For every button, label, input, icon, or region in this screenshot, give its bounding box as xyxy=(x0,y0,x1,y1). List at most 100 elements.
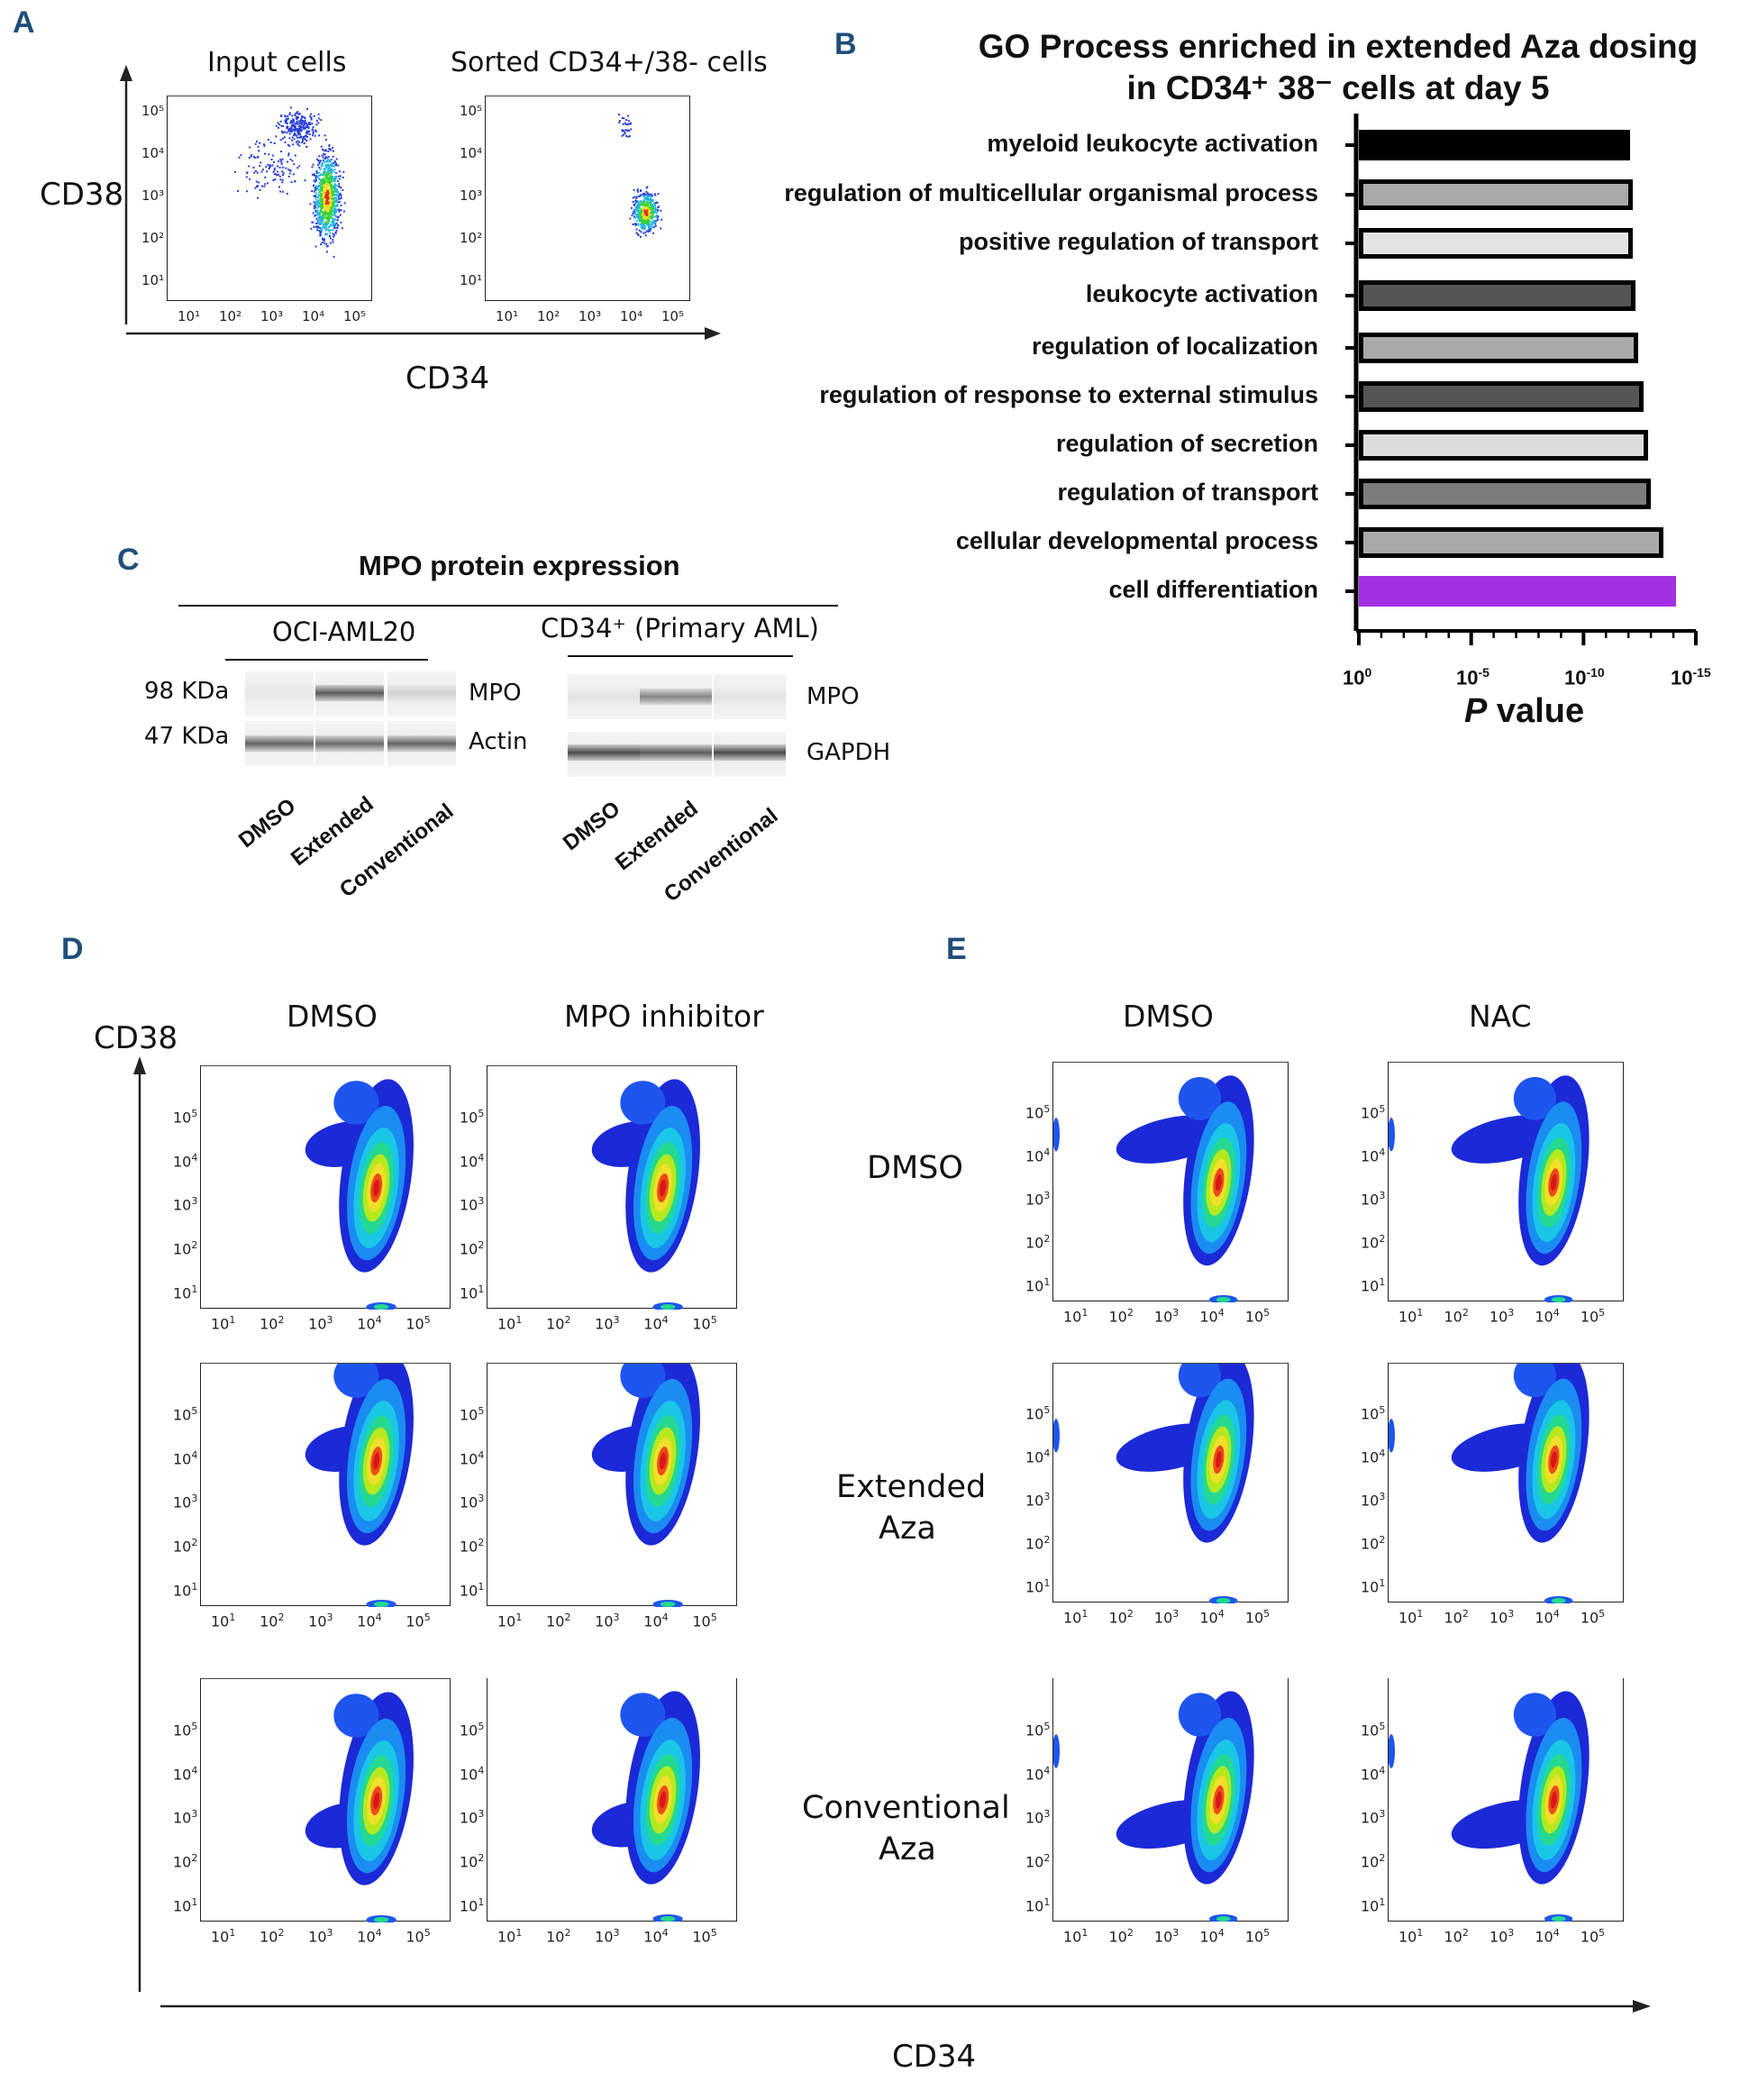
density-plot xyxy=(200,1363,451,1607)
density-ytick: 105 xyxy=(173,1720,198,1739)
go-bar xyxy=(1359,179,1633,210)
density-ytick: 101 xyxy=(173,1283,198,1302)
density-xtick: 103 xyxy=(1489,1608,1515,1627)
go-xlabel: P value xyxy=(1464,692,1585,730)
density-contours xyxy=(1053,1691,1254,1922)
svg-text:10⁵: 10⁵ xyxy=(661,308,684,324)
gapdh-band xyxy=(568,744,640,761)
density-contours xyxy=(591,1691,700,1922)
density-xtick: 105 xyxy=(1580,1608,1606,1627)
density-ytick: 103 xyxy=(1361,1491,1386,1510)
panel-label-c: C xyxy=(117,543,140,577)
row-label-extended-line2: Aza xyxy=(879,1511,936,1547)
density-ytick: 104 xyxy=(1025,1146,1051,1165)
go-xtick-5: 10-5 xyxy=(1456,665,1489,689)
density-ytick: 104 xyxy=(1025,1447,1051,1466)
density-ytick: 102 xyxy=(1025,1534,1051,1553)
svg-text:10³: 10³ xyxy=(141,187,164,204)
panel-label-b: B xyxy=(834,27,857,61)
panel-a-ylabel: CD38 xyxy=(40,177,124,213)
density-contours xyxy=(1053,1075,1254,1302)
density-xtick: 101 xyxy=(211,1927,236,1946)
density-ytick: 101 xyxy=(1025,1577,1051,1596)
density-xtick: 104 xyxy=(1535,1608,1560,1627)
panel-a-title-input: Input cells xyxy=(207,47,347,78)
density-ytick: 102 xyxy=(173,1537,198,1556)
panel-a-scatter-dots: 10¹ 10¹ 10² 10² 10³ 10³ 10⁴ 10⁴ 10⁵ 10⁵ 10¹ 10¹ 10² 1… xyxy=(141,103,684,324)
row-label-extended-line1: Extended xyxy=(836,1469,987,1505)
density-ytick: 104 xyxy=(173,1151,198,1170)
density-xtick: 104 xyxy=(1199,1608,1225,1627)
density-ytick: 103 xyxy=(460,1493,485,1511)
density-xtick: 103 xyxy=(1489,1307,1515,1326)
density-ytick: 102 xyxy=(1361,1233,1386,1252)
density-xtick: 101 xyxy=(1398,1608,1424,1627)
blot-group-oci: OCI-AML20 xyxy=(272,616,416,647)
density-ytick: 102 xyxy=(460,1852,485,1871)
density-ytick: 105 xyxy=(1025,1720,1051,1739)
density-ytick: 103 xyxy=(173,1493,198,1511)
go-term-label: myeloid leukocyte activation xyxy=(987,130,1318,157)
density-plot xyxy=(200,1678,451,1922)
go-bar xyxy=(1359,576,1676,607)
go-term-label: regulation of transport xyxy=(1057,479,1319,506)
density-contours xyxy=(1389,1075,1590,1302)
density-plot xyxy=(1388,1678,1624,1922)
go-bar xyxy=(1359,333,1638,363)
density-xtick: 101 xyxy=(497,1927,523,1946)
density-ytick: 102 xyxy=(1361,1852,1386,1871)
go-bar xyxy=(1359,381,1644,412)
row-label-conventional-line1: Conventional xyxy=(802,1790,1010,1826)
svg-text:10¹: 10¹ xyxy=(141,272,164,288)
density-ytick: 103 xyxy=(460,1808,485,1827)
svg-text:10¹: 10¹ xyxy=(496,308,518,324)
density-ytick: 101 xyxy=(1361,1276,1386,1295)
scatter-plot-sorted xyxy=(485,96,690,301)
density-xtick: 101 xyxy=(1063,1927,1089,1946)
protein-label-mpo-right: MPO xyxy=(806,683,860,710)
density-xtick: 103 xyxy=(595,1314,620,1333)
panel-a-xlabel: CD34 xyxy=(405,361,490,397)
density-xtick: 105 xyxy=(692,1314,717,1333)
svg-text:10²: 10² xyxy=(141,230,164,246)
density-ytick: 104 xyxy=(173,1448,198,1467)
svg-text:10³: 10³ xyxy=(578,308,601,324)
actin-band xyxy=(387,735,456,752)
density-xtick: 102 xyxy=(1444,1927,1469,1946)
density-plot xyxy=(1052,1062,1289,1302)
density-ytick: 103 xyxy=(1025,1808,1051,1827)
go-term-label: positive regulation of transport xyxy=(958,228,1318,255)
svg-text:10⁴: 10⁴ xyxy=(302,308,324,324)
protein-label-actin: Actin xyxy=(469,728,528,755)
density-ytick: 102 xyxy=(1025,1233,1051,1252)
density-xtick: 102 xyxy=(1444,1608,1469,1627)
density-ytick: 105 xyxy=(460,1107,485,1127)
density-ytick: 101 xyxy=(173,1896,198,1915)
mpo-band-right xyxy=(568,689,640,705)
go-term-label: regulation of multicellular organismal p… xyxy=(784,179,1318,206)
gapdh-band xyxy=(714,744,786,761)
density-ytick: 104 xyxy=(460,1764,485,1783)
go-bar xyxy=(1359,479,1651,509)
svg-text:10¹: 10¹ xyxy=(460,272,482,288)
density-ytick: 101 xyxy=(1025,1896,1051,1915)
density-xtick: 102 xyxy=(1108,1307,1134,1326)
density-ytick: 103 xyxy=(460,1195,485,1214)
density-xtick: 103 xyxy=(308,1314,333,1333)
density-xtick: 105 xyxy=(1580,1307,1606,1326)
actin-band xyxy=(245,735,314,752)
density-contours xyxy=(305,1692,414,1922)
density-contours xyxy=(1389,1691,1590,1922)
density-xtick: 103 xyxy=(1153,1927,1180,1946)
density-xtick: 104 xyxy=(643,1612,669,1630)
density-ytick: 101 xyxy=(1361,1896,1386,1915)
density-xtick: 102 xyxy=(1108,1927,1134,1946)
protein-label-gapdh: GAPDH xyxy=(806,739,891,766)
svg-text:10⁴: 10⁴ xyxy=(620,308,642,324)
density-ytick: 105 xyxy=(173,1107,198,1127)
density-xtick: 104 xyxy=(643,1927,669,1946)
density-ytick: 105 xyxy=(460,1720,485,1739)
density-xtick: 103 xyxy=(1153,1608,1180,1627)
density-plot xyxy=(1388,1062,1624,1302)
density-xtick: 101 xyxy=(1063,1307,1089,1326)
